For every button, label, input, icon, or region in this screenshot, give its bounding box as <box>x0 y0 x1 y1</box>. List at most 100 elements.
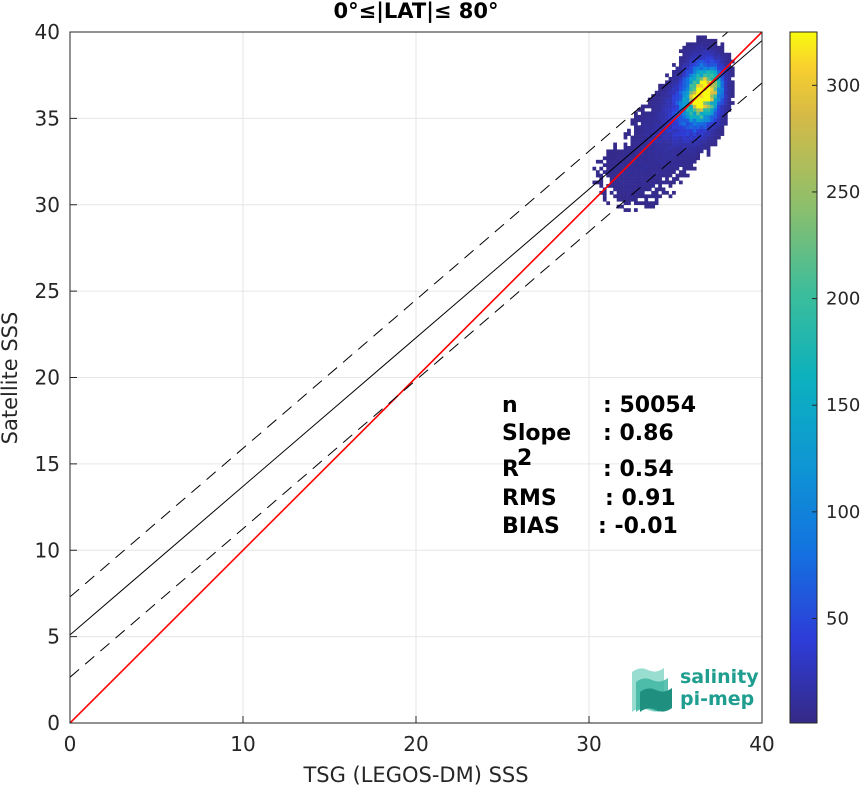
heat-cell-640 <box>685 94 690 98</box>
heat-cell-411 <box>661 90 666 95</box>
heat-cell-178 <box>633 111 638 116</box>
heat-cell-374 <box>658 114 662 119</box>
heat-cell-889 <box>710 63 714 67</box>
heat-cell-480 <box>672 177 676 181</box>
heat-cell-709 <box>692 108 697 112</box>
heat-cell-442 <box>665 87 669 92</box>
heat-cell-493 <box>672 128 676 133</box>
heat-cell-231 <box>640 104 645 109</box>
heat-cell-569 <box>678 87 683 92</box>
heat-cell-760 <box>696 49 701 54</box>
heat-cell-505 <box>672 87 676 92</box>
heat-cell-460 <box>668 135 673 140</box>
heat-cell-188 <box>637 166 642 171</box>
heat-cell-352 <box>658 194 662 199</box>
heat-cell-613 <box>682 59 687 64</box>
heat-cell-251 <box>644 135 649 140</box>
heat-cell-684 <box>689 70 694 74</box>
heat-cell-628 <box>685 135 690 140</box>
heat-cell-430 <box>665 128 669 133</box>
heat-cell-81 <box>620 173 624 178</box>
heat-cell-1006 <box>727 97 732 102</box>
heat-cell-356 <box>658 177 662 181</box>
heat-cell-476 <box>668 80 673 85</box>
heat-cell-794 <box>699 49 704 54</box>
heat-cell-539 <box>675 80 680 85</box>
heat-cell-625 <box>685 146 690 150</box>
stat-superscript-2: 2 <box>517 446 532 471</box>
heat-cell-316 <box>651 104 656 109</box>
heat-cell-392 <box>661 156 666 161</box>
heat-cell-919 <box>713 66 718 71</box>
heat-cell-902 <box>713 125 718 130</box>
heat-cell-258 <box>644 111 649 116</box>
heat-cell-201 <box>637 118 642 123</box>
heat-cell-153 <box>633 197 638 202</box>
heat-cell-114 <box>627 190 631 195</box>
stat-label-1: Slope <box>502 421 571 446</box>
heat-cell-207 <box>640 187 645 192</box>
heat-cell-71 <box>616 152 621 157</box>
heat-cell-398 <box>661 135 666 140</box>
heat-cell-682 <box>689 76 694 81</box>
x-tick-label-4: 40 <box>749 732 774 756</box>
heat-cell-941 <box>717 90 721 95</box>
heat-cell-441 <box>665 90 669 95</box>
stat-value-4: : -0.01 <box>598 514 678 539</box>
heat-cell-101 <box>623 163 628 168</box>
heat-cell-452 <box>668 163 673 168</box>
heat-cell-478 <box>672 190 676 195</box>
heat-cell-859 <box>706 59 711 64</box>
stat-value-1: : 0.86 <box>603 421 674 446</box>
heat-cell-456 <box>668 149 673 154</box>
heat-cell-629 <box>685 132 690 136</box>
y-tick-label-2: 10 <box>35 538 60 562</box>
heat-cell-867 <box>710 139 714 143</box>
heat-cell-770 <box>699 132 704 136</box>
heat-cell-342 <box>654 121 659 126</box>
heat-cell-220 <box>640 142 645 147</box>
heat-cell-346 <box>654 108 659 112</box>
heat-cell-289 <box>651 204 656 209</box>
heat-cell-187 <box>637 170 642 174</box>
heat-cell-614 <box>682 56 687 60</box>
chart-title: 0°≤|LAT|≤ 80° <box>333 0 498 24</box>
heat-cell-829 <box>703 42 707 47</box>
heat-cell-1018 <box>727 56 732 60</box>
heat-cell-221 <box>640 139 645 143</box>
heat-cell-69 <box>616 159 621 164</box>
heat-cell-851 <box>706 87 711 92</box>
heat-cell-415 <box>665 180 669 185</box>
heat-cell-197 <box>637 135 642 140</box>
heat-cell-726 <box>692 49 697 54</box>
heat-cell-854 <box>706 76 711 81</box>
heat-cell-301 <box>651 156 656 161</box>
heat-cell-283 <box>647 118 652 123</box>
heat-cell-891 <box>710 56 714 60</box>
heat-cell-944 <box>717 80 721 85</box>
heat-cell-377 <box>658 104 662 109</box>
heat-cell-334 <box>654 149 659 154</box>
colorbar-tick-label-4: 250 <box>826 182 860 203</box>
heat-cell-468 <box>668 108 673 112</box>
y-axis-label: Satellite SSS <box>0 312 22 445</box>
heat-cell-443 <box>665 83 669 88</box>
heat-cell-151 <box>633 208 638 212</box>
heat-cell-542 <box>675 70 680 74</box>
heat-cell-702 <box>692 132 697 136</box>
heat-cell-307 <box>651 135 656 140</box>
heat-cell-1017 <box>727 59 732 64</box>
regression-line <box>70 40 762 636</box>
heat-cell-928 <box>717 135 721 140</box>
heat-cell-320 <box>654 201 659 206</box>
heat-cell-746 <box>696 97 701 102</box>
heat-cell-936 <box>717 108 721 112</box>
heat-cell-413 <box>661 83 666 88</box>
heat-cell-672 <box>689 111 694 116</box>
heat-cell-99 <box>623 170 628 174</box>
heat-cell-202 <box>637 114 642 119</box>
heat-cell-216 <box>640 156 645 161</box>
heat-cell-649 <box>685 63 690 67</box>
heat-cell-522 <box>675 139 680 143</box>
heat-cell-793 <box>699 52 704 57</box>
